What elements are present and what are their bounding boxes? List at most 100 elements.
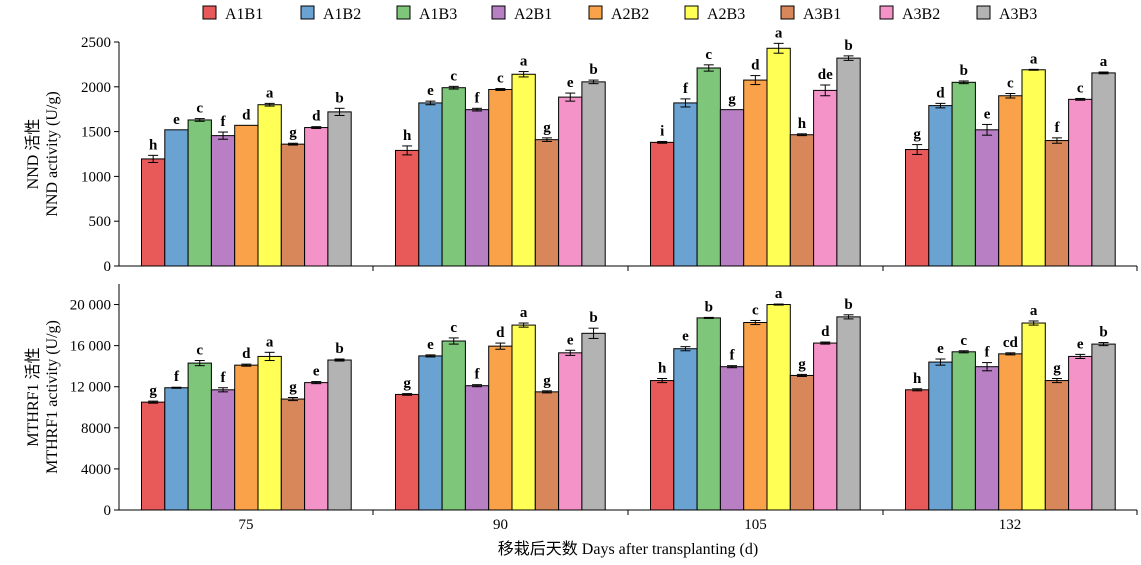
nnd-y-tick-label: 2000 [81, 80, 111, 96]
nnd-significance-letter: f [683, 81, 689, 97]
nnd-bar-a1b3-day-132 [951, 81, 976, 267]
nnd-significance-letter: c [497, 71, 504, 87]
mthrf1-significance-letter: cd [1003, 335, 1019, 351]
nnd-significance-letter: d [242, 107, 251, 123]
nnd-bar-a3b1-day-105 [789, 134, 815, 267]
mthrf1-bar-a1b1-day-90 [395, 393, 420, 511]
legend-swatch-a2b3 [684, 5, 699, 20]
nnd-significance-letter: d [751, 58, 760, 74]
mthrf1-significance-letter: d [821, 324, 830, 340]
mthrf1-bar-a2b2-day-90 [488, 345, 513, 511]
mthrf1-significance-letter: f [174, 369, 180, 385]
nnd-bar-a1b3-day-90 [441, 87, 466, 267]
nnd-bar-a1b2-day-75 [164, 129, 189, 267]
mthrf1-bar-a3b1-day-75 [280, 398, 306, 511]
mthrf1-significance-letter: e [567, 332, 574, 348]
legend-swatch-a1b1 [202, 5, 217, 20]
legend-label-a2b1: A2B1 [514, 6, 552, 23]
legend-label-a2b2: A2B2 [611, 6, 649, 23]
legend-label-a1b3: A1B3 [419, 6, 457, 23]
nnd-bar-a3b2-day-75 [304, 127, 329, 267]
nnd-significance-letter: c [1077, 80, 1084, 96]
mthrf1-significance-letter: g [1053, 361, 1061, 377]
x-axis-title: 移栽后天数 Days after transplanting (d) [498, 540, 758, 558]
nnd-bar-a1b1-day-90 [395, 149, 420, 267]
legend-swatch-a2b1 [491, 5, 506, 20]
mthrf1-bar-a1b1-day-105 [650, 380, 675, 511]
nnd-bar-a1b1-day-105 [650, 141, 675, 267]
nnd-y-axis-title-zh: NND 活性 [24, 119, 42, 190]
nnd-significance-letter: a [1100, 54, 1108, 70]
nnd-significance-letter: c [705, 47, 712, 63]
mthrf1-bar-a1b3-day-132 [951, 351, 976, 511]
nnd-y-tick-label: 2500 [81, 35, 111, 51]
mthrf1-bar-a2b3-day-105 [766, 304, 791, 511]
mthrf1-significance-letter: b [844, 297, 852, 313]
mthrf1-significance-letter: g [543, 373, 551, 389]
mthrf1-bar-a3b1-day-105 [789, 374, 815, 511]
nnd-significance-letter: f [1054, 120, 1060, 136]
nnd-y-tick-label: 500 [89, 214, 112, 230]
nnd-y-tick-label: 1500 [81, 125, 111, 141]
mthrf1-y-tick-label: 4000 [81, 462, 111, 478]
mthrf1-significance-letter: b [1099, 325, 1107, 341]
nnd-significance-letter: g [913, 127, 921, 143]
nnd-bar-a3b1-day-132 [1044, 140, 1070, 267]
mthrf1-bar-a2b1-day-75 [210, 389, 236, 511]
mthrf1-significance-letter: e [937, 341, 944, 357]
x-tick-label-day-132: 132 [999, 517, 1022, 533]
mthrf1-bar-a2b3-day-75 [257, 355, 282, 511]
nnd-bar-a3b1-day-75 [280, 143, 306, 267]
nnd-activity-panel: 0 500 1000 1500 2000 2500 NND 活性 NND activity (… [24, 25, 1138, 275]
nnd-bar-a2b2-day-132 [998, 95, 1023, 267]
mthrf1-bar-a1b3-day-75 [187, 362, 212, 511]
nnd-y-axis-title-en: NND activity (U/g) [44, 91, 61, 216]
legend-label-a3b3: A3B3 [999, 6, 1037, 23]
mthrf1-bar-a3b3-day-105 [836, 316, 861, 511]
nnd-significance-letter: b [960, 63, 968, 79]
mthrf1-significance-letter: d [242, 346, 251, 362]
nnd-y-tick-label: 0 [104, 259, 112, 275]
mthrf1-bar-a3b2-day-105 [813, 342, 838, 511]
nnd-significance-letter: h [798, 116, 807, 132]
nnd-bar-a1b2-day-105 [673, 102, 698, 267]
legend-swatch-a1b3 [396, 5, 411, 20]
mthrf1-significance-letter: f [730, 348, 736, 364]
mthrf1-significance-letter: b [589, 310, 597, 326]
nnd-significance-letter: b [335, 90, 343, 106]
mthrf1-bar-a2b3-day-90 [511, 324, 536, 511]
mthrf1-significance-letter: f [221, 370, 227, 386]
mthrf1-bar-a2b2-day-105 [743, 322, 768, 511]
mthrf1-significance-letter: a [775, 286, 783, 302]
mthrf1-significance-letter: c [450, 320, 457, 336]
nnd-bar-a3b3-day-75 [327, 111, 352, 267]
nnd-bar-a1b3-day-105 [696, 67, 721, 267]
nnd-bar-a2b2-day-105 [743, 79, 768, 267]
mthrf1-bar-a2b2-day-132 [998, 353, 1023, 511]
mthrf1-bar-a1b3-day-90 [441, 340, 466, 511]
nnd-bar-a1b1-day-75 [141, 158, 166, 267]
nnd-bar-a3b2-day-90 [558, 96, 583, 267]
mthrf1-activity-panel: 0 4000 8000 12 000 16 000 20 000 75 90 105 132 MTH… [24, 284, 1138, 533]
legend-label-a1b1: A1B1 [225, 6, 263, 23]
nnd-significance-letter: g [543, 120, 551, 136]
legend-swatch-a3b2 [879, 5, 894, 20]
nnd-significance-letter: f [221, 114, 227, 130]
mthrf1-bar-a2b1-day-90 [464, 385, 490, 511]
mthrf1-significance-letter: e [313, 364, 320, 380]
nnd-bar-a2b1-day-75 [210, 135, 236, 267]
mthrf1-bar-a3b2-day-90 [558, 352, 583, 511]
mthrf1-bar-a3b1-day-90 [534, 391, 560, 511]
nnd-significance-letter: b [844, 38, 852, 54]
mthrf1-bar-a2b1-day-105 [719, 366, 745, 511]
nnd-significance-letter: c [1007, 76, 1014, 92]
nnd-significance-letter: de [818, 67, 833, 83]
mthrf1-bar-a1b2-day-132 [928, 361, 953, 511]
nnd-bar-a2b1-day-90 [464, 109, 490, 267]
x-tick-label-day-105: 105 [744, 517, 767, 533]
nnd-significance-letter: g [289, 125, 297, 141]
nnd-significance-letter: d [936, 85, 945, 101]
mthrf1-significance-letter: g [798, 356, 806, 372]
mthrf1-bar-a1b3-day-105 [696, 317, 721, 511]
mthrf1-significance-letter: d [496, 325, 505, 341]
